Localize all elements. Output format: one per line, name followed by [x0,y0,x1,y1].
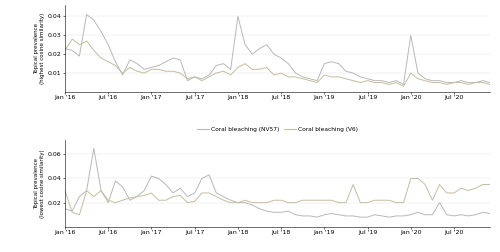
Y-axis label: Topical prevalence
(lowest cosine similarity): Topical prevalence (lowest cosine simila… [34,149,45,218]
Legend: Coral bleaching (NV57), Coral bleaching (V6): Coral bleaching (NV57), Coral bleaching … [194,124,360,134]
Y-axis label: Topical prevalence
(highest cosine similarity): Topical prevalence (highest cosine simil… [34,13,45,84]
